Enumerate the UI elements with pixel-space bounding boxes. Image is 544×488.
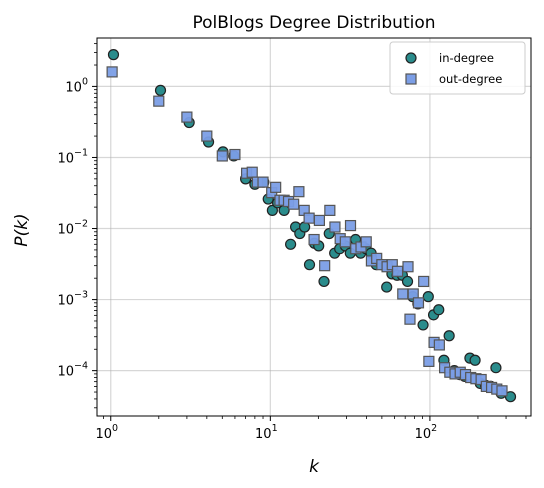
series-out-degree [106, 66, 508, 397]
out-degree-point [360, 236, 372, 248]
out-degree-point [397, 288, 409, 300]
out-degree-point [423, 355, 435, 367]
y-tick-label: 10−3 [57, 290, 88, 309]
in-degree-point [303, 259, 316, 271]
x-tick-label: 100 [95, 423, 118, 442]
out-degree-point [308, 233, 320, 246]
in-degree-point [401, 275, 414, 288]
in-degree-point [154, 84, 167, 96]
in-degree-point [107, 49, 120, 61]
out-degree-point [418, 275, 430, 288]
out-degree-point [402, 261, 414, 273]
in-degree-point [433, 304, 445, 316]
out-degree-point [313, 214, 326, 227]
out-degree-point [329, 221, 341, 233]
legend-marker-in-degree [405, 52, 417, 64]
in-degree-point [469, 354, 481, 366]
in-degree-point [285, 238, 297, 250]
out-degree-point [433, 339, 445, 351]
plot-frame [96, 37, 532, 417]
out-degree-point [339, 236, 351, 248]
out-degree-point [319, 260, 331, 272]
legend-label-in-degree: in-degree [439, 51, 494, 65]
series-layer [106, 49, 517, 403]
grid-lines [97, 38, 531, 416]
y-tick-label: 10−2 [57, 219, 88, 238]
in-degree-point [504, 391, 517, 403]
y-tick-label: 10−1 [57, 147, 88, 166]
out-degree-point [270, 181, 282, 193]
legend-box [389, 41, 526, 95]
out-degree-point [153, 95, 165, 107]
in-degree-point [318, 275, 330, 288]
out-degree-point [288, 198, 300, 210]
in-degree-point [443, 330, 455, 342]
out-degree-point [412, 297, 425, 309]
legend: in-degree out-degree [389, 41, 526, 95]
out-degree-point [257, 176, 269, 188]
in-degree-point [266, 204, 278, 216]
out-degree-point [181, 111, 193, 123]
legend-marker-out-degree [405, 73, 417, 85]
in-degree-point [422, 291, 434, 303]
out-degree-point [246, 166, 258, 178]
out-degree-point [201, 130, 213, 142]
out-degree-point [404, 313, 416, 325]
series-in-degree [107, 49, 517, 403]
x-tick-label: 102 [415, 423, 438, 442]
legend-label-out-degree: out-degree [439, 72, 502, 86]
y-tick-label: 100 [65, 76, 88, 95]
out-degree-point [344, 219, 357, 232]
x-tick-label: 101 [255, 423, 278, 442]
x-axis-label: k [309, 457, 320, 477]
out-degree-point [496, 385, 508, 397]
out-degree-point [391, 265, 404, 277]
in-degree-point [381, 281, 393, 293]
y-axis-label: P(k) [12, 213, 32, 246]
in-degree-point [417, 319, 429, 331]
chart-title: PolBlogs Degree Distribution [192, 13, 435, 33]
out-degree-point [229, 148, 241, 161]
axis-ticks: 100 101 102 10−4 10−3 10−2 10−1 100 [57, 43, 527, 442]
out-degree-point [303, 212, 315, 224]
y-tick-label: 10−4 [57, 361, 88, 380]
out-degree-point [293, 186, 305, 198]
out-degree-point [324, 204, 336, 216]
out-degree-point [216, 150, 228, 162]
out-degree-point [106, 66, 118, 78]
in-degree-point [490, 362, 502, 374]
